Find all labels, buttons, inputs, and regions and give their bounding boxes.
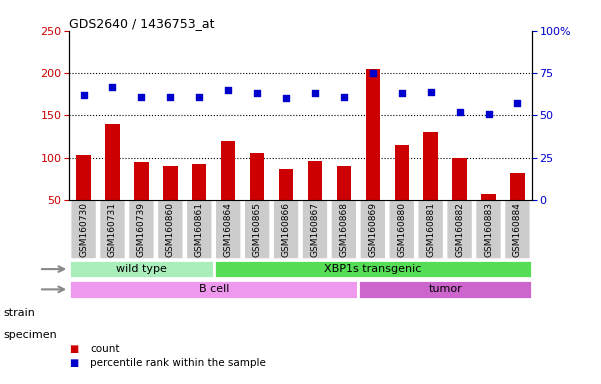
FancyBboxPatch shape	[214, 260, 532, 278]
Text: count: count	[90, 344, 120, 354]
Point	[252, 90, 262, 96]
Text: percentile rank within the sample: percentile rank within the sample	[90, 358, 266, 368]
Bar	[365, 69, 380, 200]
FancyBboxPatch shape	[360, 200, 386, 259]
Point	[108, 83, 117, 89]
Text: GSM160864: GSM160864	[224, 202, 233, 257]
Text: ■: ■	[69, 358, 78, 368]
FancyBboxPatch shape	[389, 200, 415, 259]
Text: GSM160868: GSM160868	[340, 202, 349, 257]
Text: GSM160883: GSM160883	[484, 202, 493, 257]
Bar	[76, 155, 91, 200]
Bar	[308, 161, 322, 200]
Text: GSM160884: GSM160884	[513, 202, 522, 257]
Text: GSM160860: GSM160860	[166, 202, 175, 257]
FancyBboxPatch shape	[129, 200, 154, 259]
Text: strain: strain	[3, 308, 35, 318]
Point	[455, 109, 465, 115]
Text: GDS2640 / 1436753_at: GDS2640 / 1436753_at	[69, 17, 215, 30]
Point	[195, 94, 204, 100]
Point	[397, 90, 406, 96]
Text: tumor: tumor	[429, 285, 462, 295]
Point	[310, 90, 320, 96]
Text: GSM160881: GSM160881	[426, 202, 435, 257]
Bar	[221, 141, 236, 200]
Point	[79, 92, 88, 98]
FancyBboxPatch shape	[273, 200, 299, 259]
Point	[281, 95, 291, 101]
Bar	[510, 173, 525, 200]
FancyBboxPatch shape	[331, 200, 357, 259]
Bar	[337, 166, 351, 200]
Text: GSM160865: GSM160865	[252, 202, 261, 257]
FancyBboxPatch shape	[186, 200, 212, 259]
Point	[224, 87, 233, 93]
FancyBboxPatch shape	[215, 200, 241, 259]
Text: wild type: wild type	[116, 264, 167, 274]
Text: GSM160861: GSM160861	[195, 202, 204, 257]
FancyBboxPatch shape	[69, 260, 214, 278]
Bar	[394, 145, 409, 200]
Point	[368, 70, 377, 76]
Point	[136, 94, 146, 100]
Bar	[279, 169, 293, 200]
Text: GSM160730: GSM160730	[79, 202, 88, 257]
Text: GSM160866: GSM160866	[281, 202, 290, 257]
Text: GSM160882: GSM160882	[455, 202, 464, 257]
Point	[426, 88, 436, 94]
Text: GSM160867: GSM160867	[311, 202, 320, 257]
Text: GSM160869: GSM160869	[368, 202, 377, 257]
FancyBboxPatch shape	[358, 280, 532, 298]
Text: XBP1s transgenic: XBP1s transgenic	[324, 264, 421, 274]
Bar	[424, 132, 438, 200]
Point	[165, 94, 175, 100]
Bar	[134, 162, 148, 200]
FancyBboxPatch shape	[244, 200, 270, 259]
Text: B cell: B cell	[198, 285, 229, 295]
Point	[484, 111, 493, 117]
Point	[513, 100, 522, 106]
Bar	[163, 166, 177, 200]
Text: GSM160731: GSM160731	[108, 202, 117, 257]
Text: GSM160739: GSM160739	[137, 202, 146, 257]
Bar	[105, 124, 120, 200]
Bar	[250, 153, 264, 200]
Point	[339, 94, 349, 100]
FancyBboxPatch shape	[157, 200, 183, 259]
Bar	[192, 164, 207, 200]
FancyBboxPatch shape	[447, 200, 472, 259]
FancyBboxPatch shape	[302, 200, 328, 259]
Bar	[453, 157, 467, 200]
FancyBboxPatch shape	[475, 200, 501, 259]
Text: ■: ■	[69, 344, 78, 354]
Bar	[481, 194, 496, 200]
Text: GSM160880: GSM160880	[397, 202, 406, 257]
Text: specimen: specimen	[3, 330, 56, 340]
FancyBboxPatch shape	[418, 200, 444, 259]
FancyBboxPatch shape	[71, 200, 96, 259]
FancyBboxPatch shape	[69, 280, 358, 298]
FancyBboxPatch shape	[505, 200, 530, 259]
FancyBboxPatch shape	[100, 200, 126, 259]
